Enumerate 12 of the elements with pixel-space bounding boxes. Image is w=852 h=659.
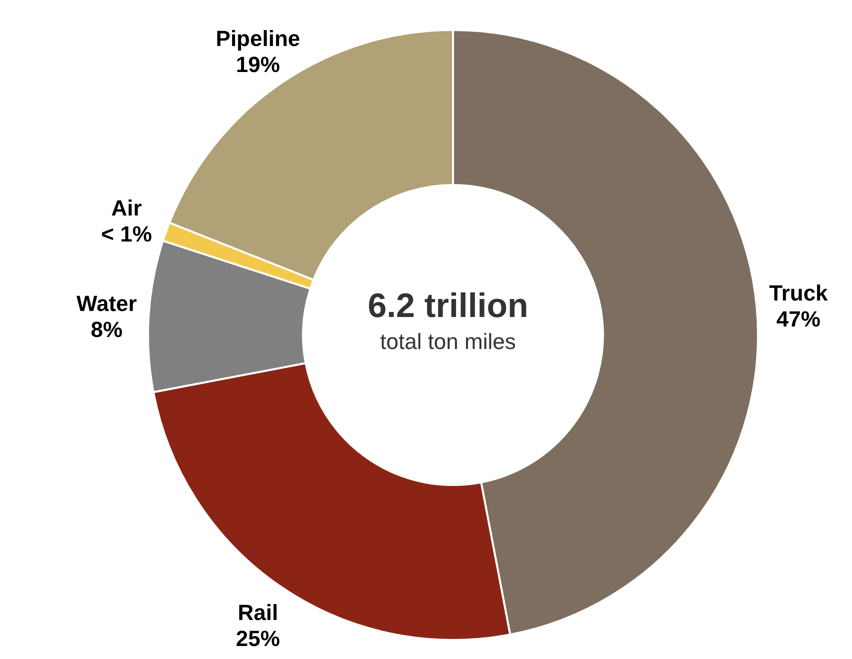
text: 6.2 trillion	[366, 286, 530, 327]
slice-label: Truck	[769, 280, 829, 306]
text: total ton miles	[379, 328, 517, 356]
slice-label: Air	[111, 195, 142, 220]
slice-label: Water	[76, 291, 138, 316]
slice-label: Rail	[238, 600, 278, 625]
data-label: 19%	[236, 52, 280, 78]
data-label: 47%	[776, 306, 820, 332]
data-label: < 1%	[101, 221, 152, 246]
data-label: 8%	[90, 317, 123, 342]
data-label: 25%	[236, 626, 280, 651]
slice-label: Pipeline	[216, 26, 300, 52]
